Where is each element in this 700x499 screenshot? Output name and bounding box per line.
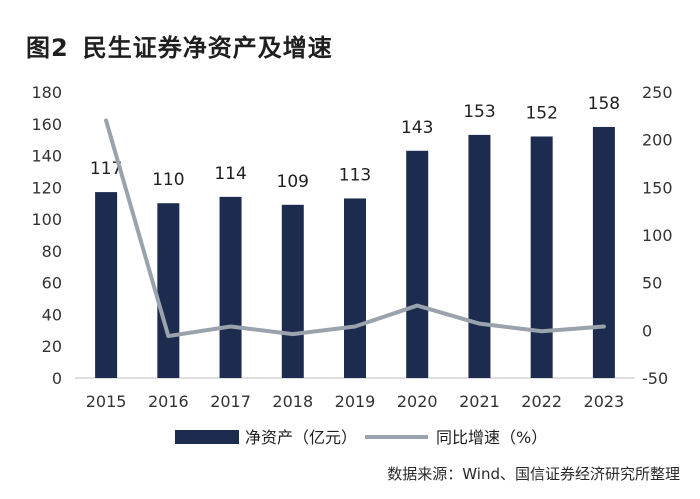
line-point (540, 329, 544, 333)
figure-title: 民生证券净资产及增速 (82, 34, 333, 62)
line-point (353, 325, 357, 329)
x-tick-label: 2019 (335, 392, 376, 411)
x-tick-label: 2021 (459, 392, 500, 411)
x-tick-label: 2023 (584, 392, 625, 411)
bar (219, 196, 242, 378)
line-point (166, 334, 170, 338)
data-label: 117 (90, 159, 122, 179)
line-point (291, 332, 295, 336)
data-label: 143 (401, 118, 433, 138)
y-left-tick-label: 80 (42, 242, 62, 261)
line-point (104, 119, 108, 123)
legend-swatch-bar (175, 430, 239, 444)
data-label: 158 (588, 94, 620, 114)
y-left-tick-label: 160 (31, 115, 62, 134)
y-right-tick-label: 150 (642, 178, 673, 197)
legend-label-net-assets: 净资产（亿元） (245, 428, 357, 447)
y-left-tick-label: 120 (31, 178, 62, 197)
y-left-tick-label: 20 (42, 337, 62, 356)
y-left-tick-label: 0 (52, 369, 62, 388)
x-tick-label: 2020 (397, 392, 438, 411)
data-label: 109 (277, 172, 309, 192)
chart-title: 图2 民生证券净资产及增速 (26, 28, 333, 63)
line-point (602, 325, 606, 329)
bar (530, 136, 553, 378)
y-left-tick-label: 40 (42, 305, 62, 324)
bar (281, 204, 304, 378)
y-right-tick-label: 0 (642, 321, 652, 340)
y-right-tick-label: 50 (642, 274, 662, 293)
source-note: 数据来源：Wind、国信证券经济研究所整理 (387, 465, 680, 483)
bar (95, 192, 118, 378)
bar (344, 198, 366, 378)
y-right-tick-label: 250 (642, 83, 673, 102)
data-label: 114 (214, 164, 246, 184)
x-tick-label: 2018 (272, 392, 313, 411)
data-label: 153 (463, 102, 495, 122)
figure-number: 图2 (26, 34, 69, 62)
y-right-tick-label: 200 (642, 131, 673, 150)
y-left-tick-label: 140 (31, 147, 62, 166)
data-label: 113 (339, 165, 371, 185)
y-right-tick-label: 100 (642, 226, 673, 245)
y-left-tick-label: 180 (31, 83, 62, 102)
x-tick-label: 2015 (86, 392, 127, 411)
y-right-tick-label: -50 (642, 369, 668, 388)
x-tick-label: 2016 (148, 392, 189, 411)
bar (468, 134, 491, 378)
data-label: 110 (152, 170, 184, 190)
bar (592, 126, 615, 378)
x-tick-label: 2022 (521, 392, 562, 411)
bar (157, 203, 180, 378)
y-left-tick-label: 100 (31, 210, 62, 229)
line-point (477, 322, 481, 326)
bar (406, 150, 429, 378)
line-point (229, 325, 233, 329)
y-left-tick-label: 60 (42, 274, 62, 293)
legend-label-growth: 同比增速（%） (436, 428, 547, 447)
x-tick-label: 2017 (210, 392, 251, 411)
data-label: 152 (525, 103, 557, 123)
line-point (415, 304, 419, 308)
